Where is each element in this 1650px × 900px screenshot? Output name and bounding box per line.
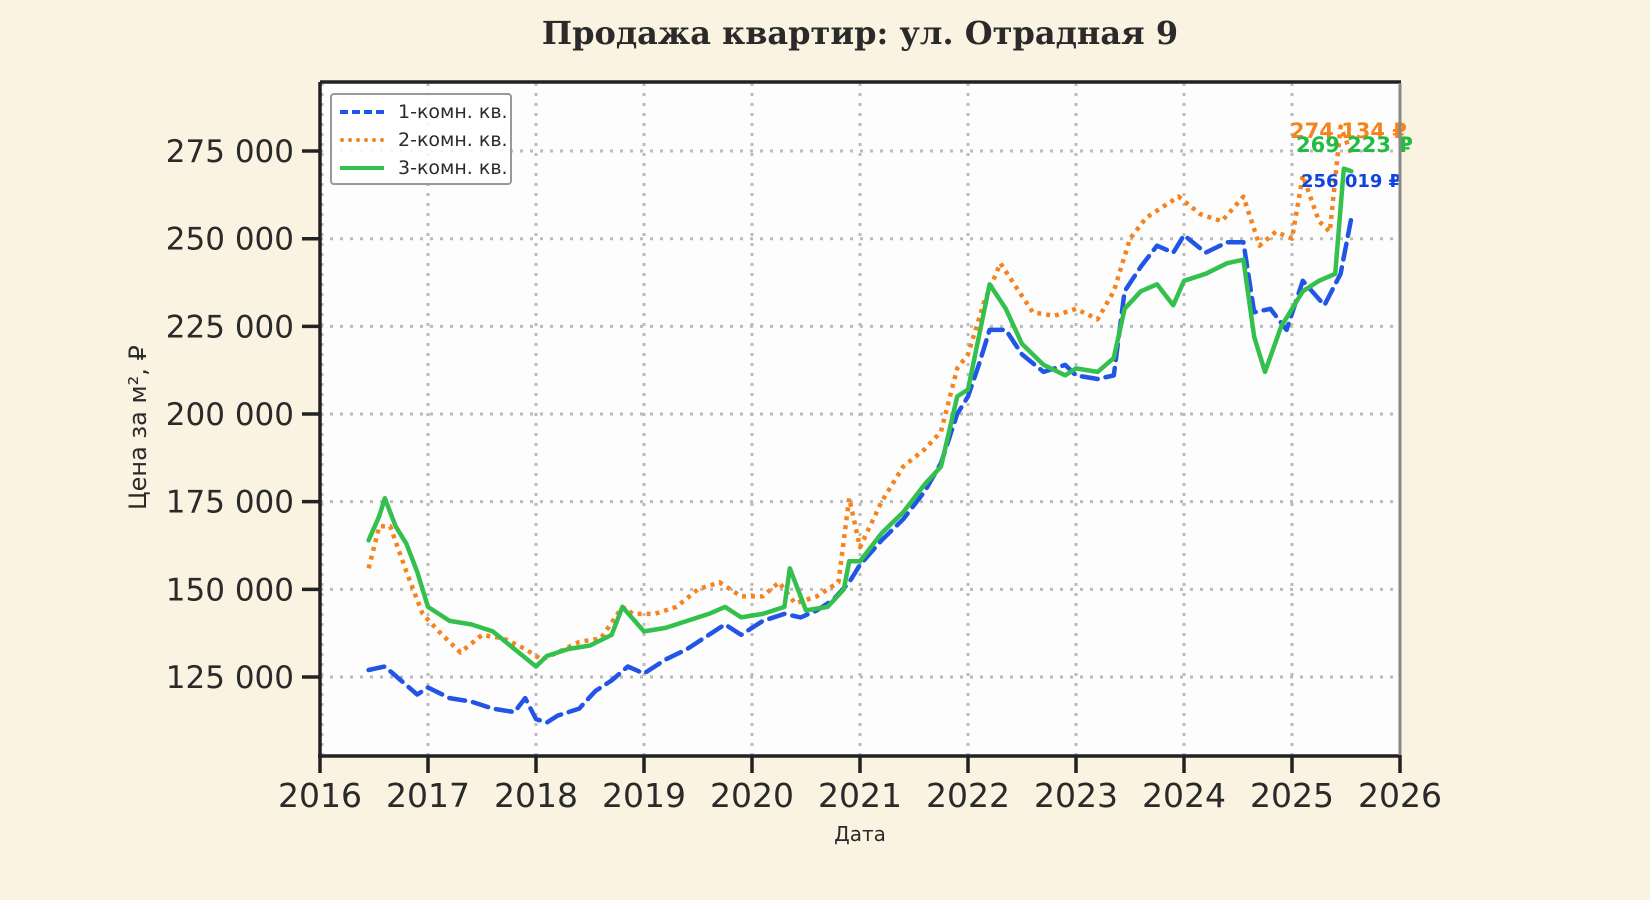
x-tick-label: 2026	[1358, 776, 1442, 815]
x-tick-label: 2017	[386, 776, 470, 815]
legend-item-2room: 2-комн. кв.	[340, 127, 508, 153]
y-tick-label: 275 000	[166, 134, 294, 170]
x-tick-label: 2024	[1142, 776, 1226, 815]
end-value-label: 274 134 ₽	[1290, 119, 1407, 143]
legend-label: 3-комн. кв.	[398, 157, 508, 179]
y-axis-label: Цена за м², ₽	[124, 345, 152, 510]
x-tick-label: 2016	[278, 776, 362, 815]
end-value-label: 256 019 ₽	[1301, 171, 1401, 192]
series-line-2room	[366, 124, 1354, 662]
x-axis-label: Дата	[834, 822, 886, 846]
y-tick-label: 225 000	[166, 309, 294, 345]
y-tick-label: 200 000	[166, 397, 294, 433]
legend-item-1room: 1-комн. кв.	[340, 99, 508, 125]
x-tick-label: 2023	[1034, 776, 1118, 815]
series-line-1room	[366, 215, 1354, 725]
dashed-line-swatch-icon	[340, 110, 384, 114]
series-line-3room	[366, 166, 1354, 669]
x-tick-label: 2019	[602, 776, 686, 815]
solid-line-swatch-icon	[340, 166, 384, 170]
series-lines	[366, 124, 1354, 725]
legend-label: 2-комн. кв.	[398, 129, 508, 151]
x-tick-label: 2018	[494, 776, 578, 815]
x-tick-label: 2022	[926, 776, 1010, 815]
chart-title: Продажа квартир: ул. Отрадная 9	[541, 14, 1179, 52]
x-tick-label: 2021	[818, 776, 902, 815]
y-tick-label: 150 000	[166, 572, 294, 608]
y-tick-label: 125 000	[166, 660, 294, 696]
legend: 1-комн. кв. 2-комн. кв. 3-комн. кв.	[330, 93, 512, 185]
dotted-line-swatch-icon	[340, 138, 384, 142]
end-value-annotations: 274 134 ₽269 223 ₽ 256 019 ₽	[1290, 119, 1413, 192]
y-tick-label: 250 000	[166, 222, 294, 258]
axis-ticks: 2016 2017 2018 2019 2020 2021 2022 2023 2024 2025…	[166, 134, 1442, 815]
grid-lines	[320, 83, 1400, 755]
end-value-label: 269 223 ₽	[1296, 133, 1413, 157]
legend-label: 1-комн. кв.	[398, 101, 508, 123]
x-tick-label: 2025	[1250, 776, 1334, 815]
x-tick-label: 2020	[710, 776, 794, 815]
legend-item-3room: 3-комн. кв.	[340, 155, 508, 181]
y-tick-label: 175 000	[166, 485, 294, 521]
